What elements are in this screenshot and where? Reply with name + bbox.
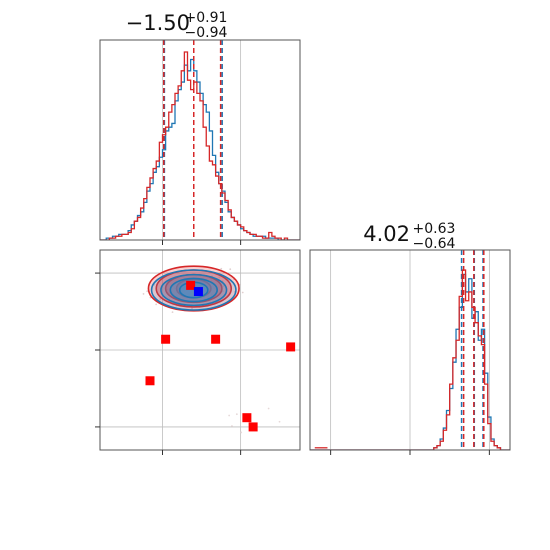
ticks-bottom-left (95, 272, 242, 455)
marker-square-5 (248, 422, 258, 432)
sample-point (267, 407, 270, 410)
sample-point (159, 298, 162, 300)
sample-point (155, 303, 158, 306)
marker-square-3 (145, 376, 155, 386)
marker-square-6 (186, 280, 196, 290)
joint-bottom-left (142, 265, 296, 434)
sample-point (171, 311, 174, 314)
marker-square-7 (193, 287, 203, 297)
ticks-top-left (162, 240, 242, 245)
histogram-line-top-left-0 (100, 58, 300, 240)
marker-square-0 (161, 334, 171, 344)
sample-point (240, 431, 243, 434)
histogram-bottom-right (310, 250, 510, 450)
sample-point (221, 290, 224, 293)
sample-point (241, 291, 244, 294)
sample-point (142, 293, 145, 295)
title-top-left-value: −1.50 (126, 11, 190, 35)
title-bottom-right-value: 4.02 (363, 222, 410, 246)
title-bottom-right-minus: −0.64 (413, 236, 456, 252)
sample-point (231, 425, 233, 427)
histogram-top-left (100, 40, 300, 240)
histogram-line-bottom-right-1 (310, 269, 510, 450)
sample-point (229, 268, 232, 271)
sample-point (146, 290, 149, 293)
panel-bottom-left (95, 249, 301, 455)
title-bottom-right-plus: +0.63 (413, 221, 456, 237)
frame-top-left (99, 39, 301, 241)
marker-square-4 (242, 413, 252, 423)
sample-point (228, 414, 231, 417)
panel-top-left: −1.50 +0.91 −0.94 (99, 10, 301, 245)
title-top-left-plus: +0.91 (185, 10, 228, 26)
panel-bottom-right: 4.02 +0.63 −0.64 (309, 221, 511, 455)
sample-point (222, 285, 225, 287)
ticks-bottom-right (330, 450, 490, 455)
grid-bottom-left (100, 250, 300, 450)
sample-point (278, 420, 281, 423)
marker-square-2 (286, 342, 296, 352)
histogram-line-top-left-1 (100, 51, 300, 240)
title-top-left-minus: −0.94 (185, 25, 228, 41)
sample-point (191, 307, 193, 310)
sample-point (235, 413, 238, 416)
marker-square-1 (211, 334, 221, 344)
sample-point (220, 267, 223, 270)
sample-point (218, 276, 221, 279)
